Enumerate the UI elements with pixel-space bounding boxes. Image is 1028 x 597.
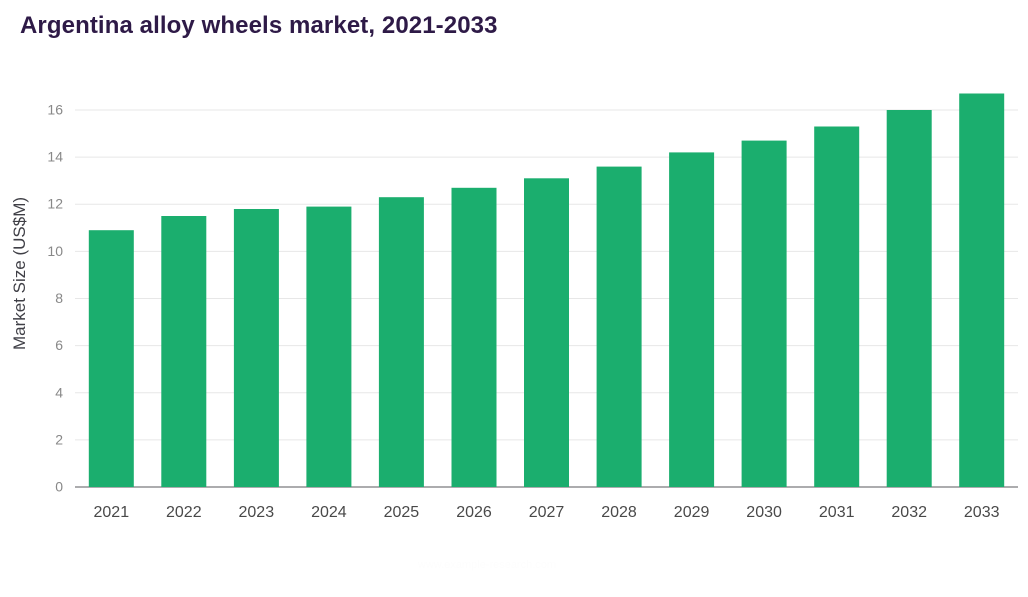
- svg-text:10: 10: [47, 243, 63, 259]
- svg-text:8: 8: [55, 290, 63, 306]
- svg-text:14: 14: [47, 149, 63, 165]
- svg-text:2023: 2023: [239, 504, 275, 521]
- svg-text:4: 4: [55, 384, 63, 400]
- svg-text:2032: 2032: [891, 504, 927, 521]
- svg-text:0: 0: [55, 479, 63, 495]
- svg-text:2030: 2030: [746, 504, 782, 521]
- svg-text:2022: 2022: [166, 504, 202, 521]
- svg-text:2: 2: [55, 431, 63, 447]
- svg-text:2024: 2024: [311, 504, 347, 521]
- svg-text:6: 6: [55, 337, 63, 353]
- svg-text:16: 16: [47, 102, 63, 118]
- svg-text:2027: 2027: [529, 504, 565, 521]
- svg-text:2026: 2026: [456, 504, 492, 521]
- svg-text:2021: 2021: [94, 504, 130, 521]
- svg-text:2029: 2029: [674, 504, 710, 521]
- svg-text:www.example-research.com: www.example-research.com: [417, 559, 556, 571]
- svg-text:2028: 2028: [601, 504, 637, 521]
- svg-text:2025: 2025: [384, 504, 420, 521]
- svg-text:12: 12: [47, 196, 63, 212]
- svg-text:2033: 2033: [964, 504, 1000, 521]
- svg-text:2031: 2031: [819, 504, 855, 521]
